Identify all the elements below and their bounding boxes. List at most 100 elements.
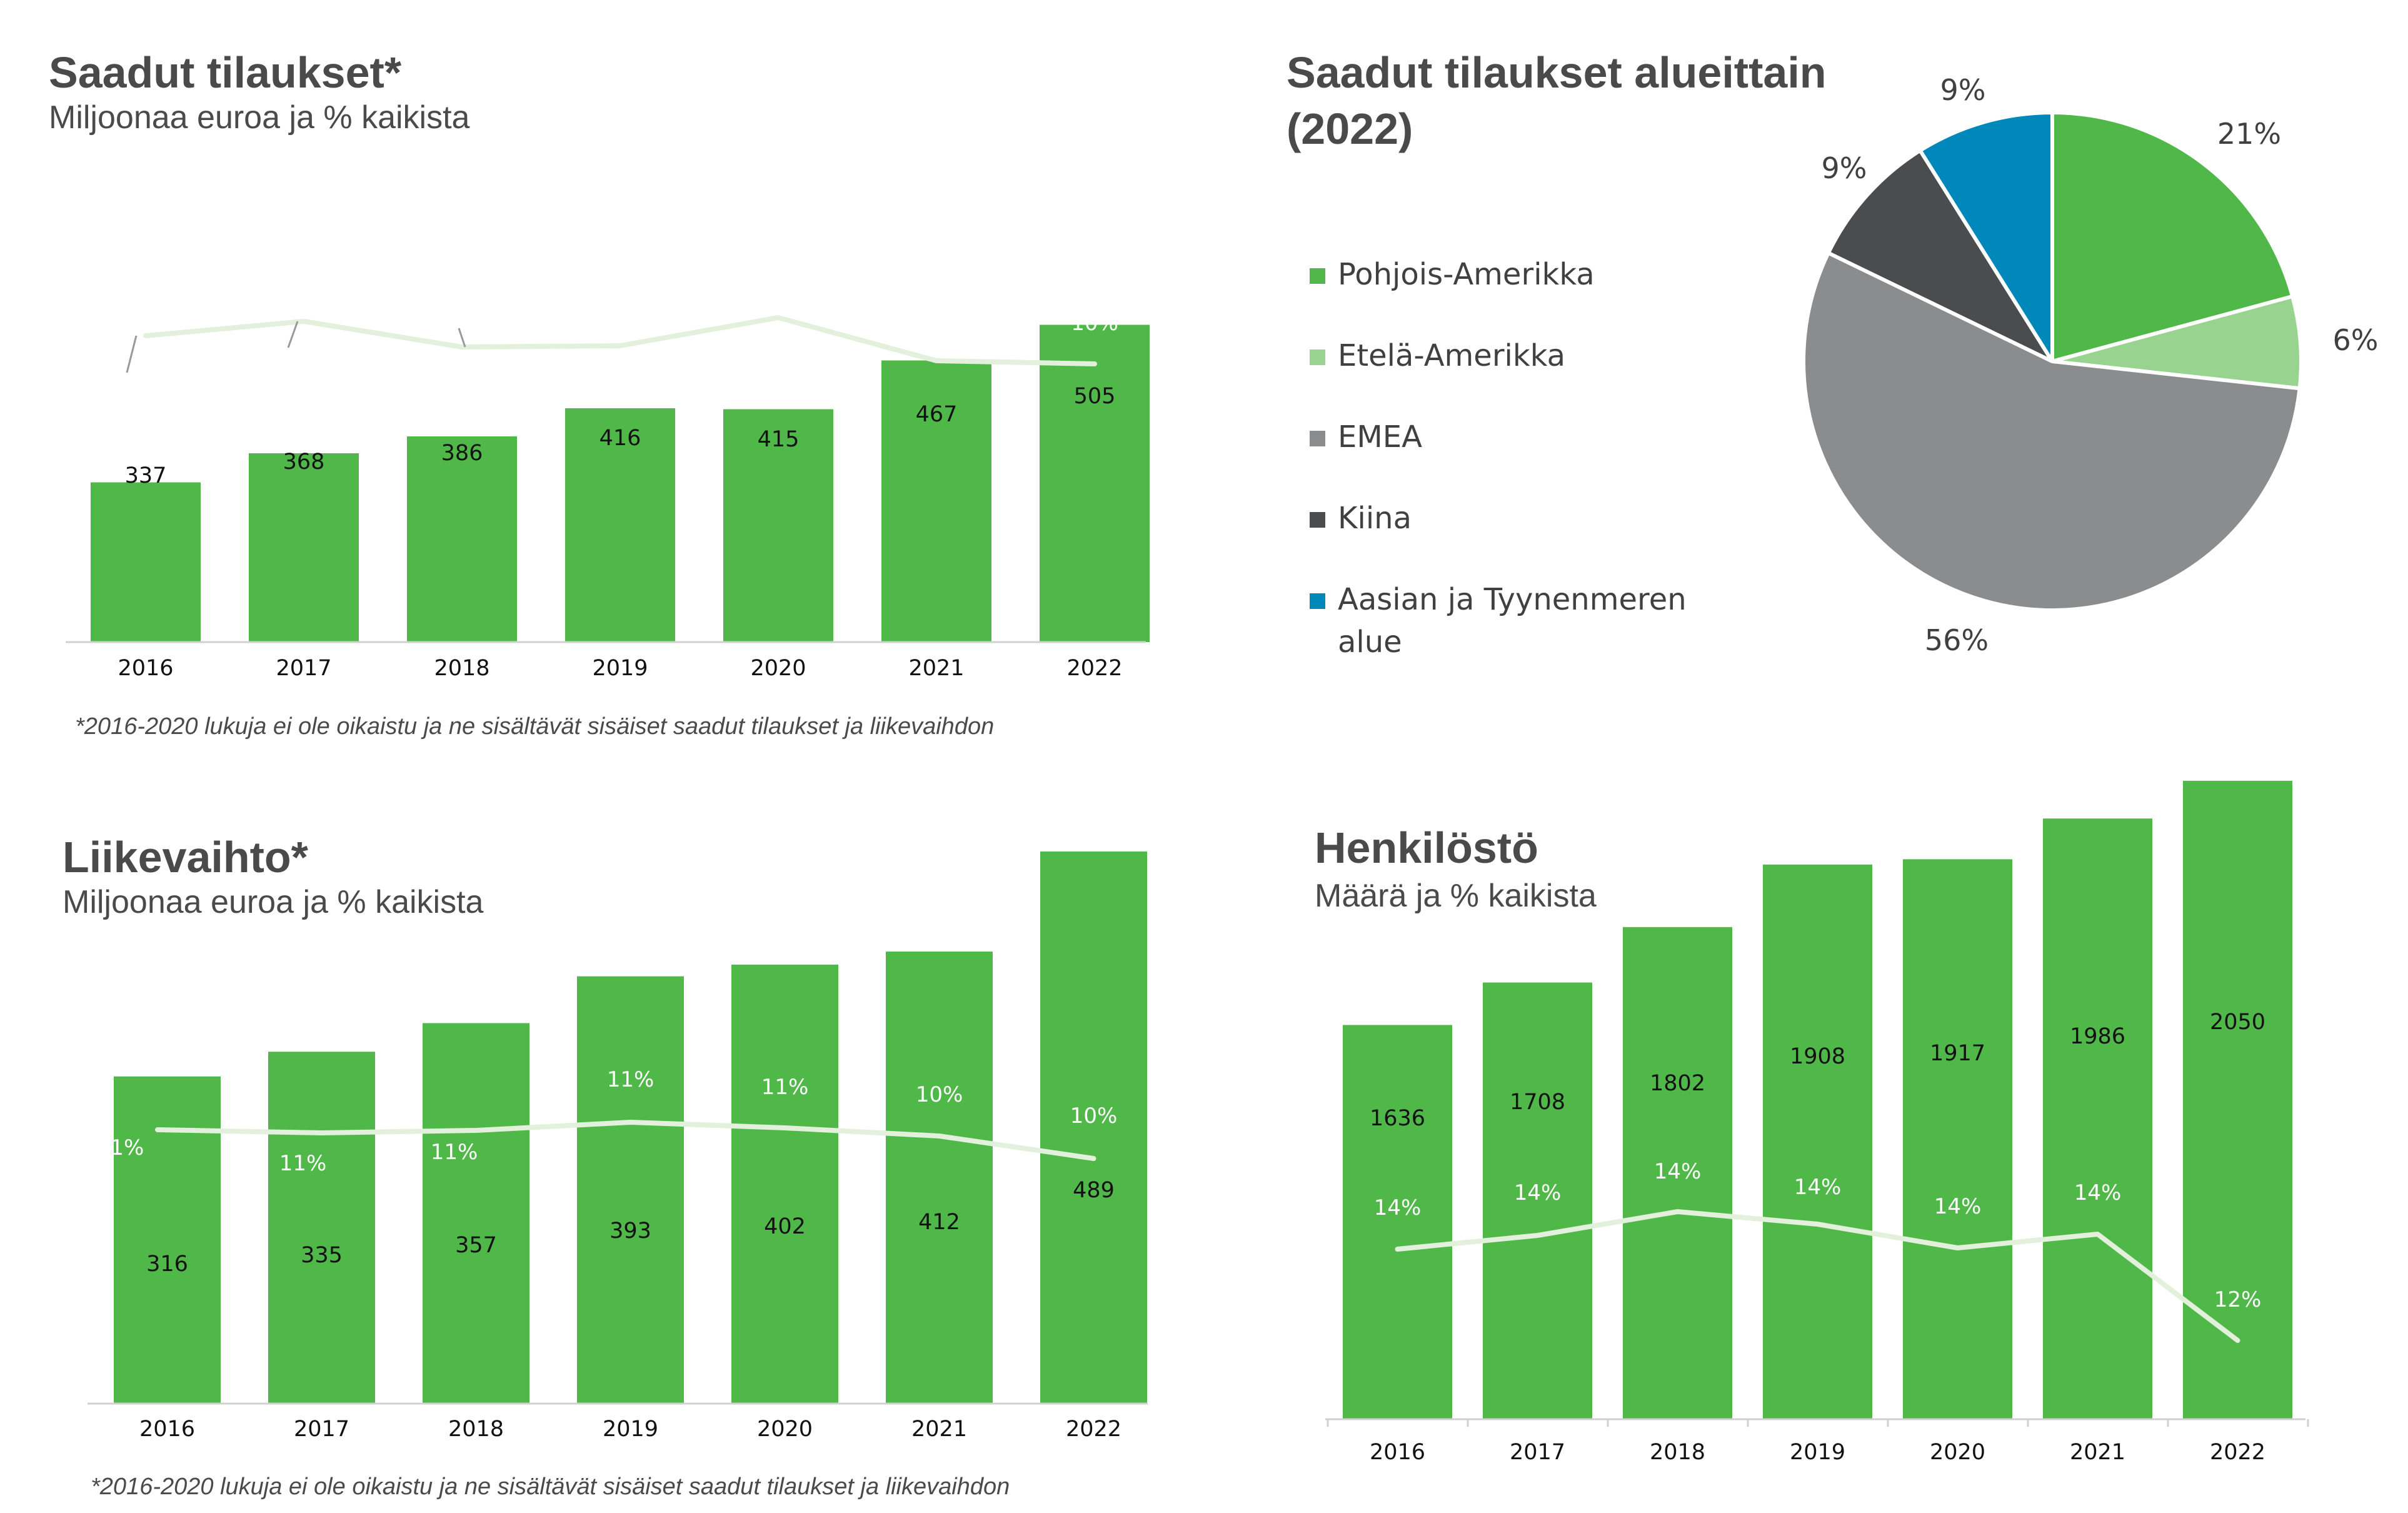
legend-swatch-emea [1310,431,1325,446]
orders-value-label: 386 [441,441,483,466]
legend-label-aasia-line2: alue [1338,625,1402,660]
personnel-tick-label: 2018 [1650,1440,1705,1465]
pie-label: 56% [1925,623,1989,657]
legend-swatch-aasia [1310,593,1325,609]
personnel-bar-2020 [1903,859,2012,1419]
revenue-chart: Liikevaihto* Miljoonaa euroa ja % kaikis… [63,833,1148,1500]
revenue-bar-2020 [731,964,838,1404]
revenue-plot: 11% 11% 11% 11% 11% 10% 10% 316 335 357 393 402 412 4… [88,851,1148,1442]
orders-percent-line [143,315,1097,366]
revenue-tick-label: 2018 [448,1417,504,1442]
revenue-percent-line [155,1120,1096,1161]
personnel-percent-label: 14% [1934,1194,1982,1219]
personnel-percent-line [1395,1209,2240,1343]
personnel-tick-label: 2019 [1790,1440,1845,1465]
personnel-chart-title: Henkilöstö [1315,823,1538,872]
personnel-tick-label: 2016 [1370,1440,1425,1465]
revenue-bar-2021 [886,952,993,1404]
orders-chart-subtitle: Miljoonaa euroa ja % kaikista [49,99,470,136]
orders-plot: 11% 11% 10% 10% 11% 10% 10% 337 368 386 416 415 467 5… [66,265,1150,681]
revenue-bar-2016 [114,1076,221,1404]
orders-percent-label: 10% [1071,311,1118,336]
revenue-percent-label: 10% [1070,1103,1118,1128]
personnel-plot: 14% 14% 14% 14% 14% 14% 12% 1636 1708 1802 1908 191… [1325,780,2309,1465]
legend-label-kiina: Kiina [1338,501,1412,536]
personnel-percent-label: 12% [2214,1287,2262,1312]
pie-slice-kiina [1826,148,2054,363]
pie-slice-emea [1802,251,2302,612]
orders-chart-title: Saadut tilaukset* [49,48,402,97]
revenue-value-label: 412 [918,1210,960,1235]
personnel-value-label: 1802 [1650,1071,1705,1096]
orders-callout-leader [458,328,466,348]
personnel-chart-subtitle: Määrä ja % kaikista [1315,878,1597,914]
pie-label: 21% [2217,117,2281,151]
orders-callout-leader [126,335,138,373]
legend-label-pohjois-amerikka: Pohjois-Amerikka [1338,257,1595,292]
orders-bar-2016 [91,482,201,642]
orders-value-label: 505 [1074,384,1116,409]
personnel-chart: Henkilöstö Määrä ja % kaikista 14% 14% 14%… [1315,780,2309,1465]
region-chart-title-line2: (2022) [1287,104,1413,153]
orders-bar-2019 [565,408,675,642]
revenue-percent-label: 11% [279,1151,327,1176]
personnel-bar-2018 [1623,927,1732,1419]
pie-label: 9% [1822,151,1867,185]
personnel-percent-label: 14% [1514,1180,1562,1205]
legend-label-etela-amerikka: Etelä-Amerikka [1338,338,1565,373]
legend-label-emea: EMEA [1338,420,1422,455]
personnel-value-label: 2050 [2210,1010,2265,1035]
personnel-bar-2017 [1483,982,1592,1419]
orders-tick-label: 2017 [276,656,331,681]
personnel-bar-2022 [2183,780,2292,1419]
revenue-bar-2018 [423,1023,529,1404]
personnel-percent-label: 14% [1794,1175,1842,1200]
pie-label: 6% [2333,323,2379,357]
revenue-chart-note: *2016-2020 lukuja ei ole oikaistu ja ne … [91,1474,1010,1500]
orders-value-label: 368 [283,450,325,475]
orders-tick-label: 2022 [1066,656,1122,681]
orders-value-label: 337 [125,463,167,488]
personnel-tick-label: 2020 [1930,1440,1985,1465]
personnel-bar-2016 [1343,1025,1452,1419]
orders-bar-2022 [1040,324,1150,642]
revenue-value-label: 489 [1073,1178,1115,1203]
revenue-tick-label: 2020 [757,1417,813,1442]
revenue-tick-label: 2021 [911,1417,967,1442]
orders-percent-label: 11% [268,345,315,370]
revenue-tick-label: 2016 [139,1417,195,1442]
legend-swatch-kiina [1310,512,1325,528]
orders-tick-label: 2019 [592,656,648,681]
orders-tick-label: 2020 [750,656,806,681]
revenue-percent-label: 11% [607,1067,655,1092]
revenue-value-label: 393 [610,1219,651,1244]
personnel-value-label: 1636 [1370,1106,1425,1131]
personnel-tick-label: 2022 [2210,1440,2265,1465]
revenue-tick-label: 2022 [1066,1417,1121,1442]
orders-percent-label: 10% [596,291,644,316]
personnel-bar-2021 [2043,818,2152,1419]
revenue-value-label: 402 [764,1214,806,1239]
orders-bar-2018 [407,436,517,642]
personnel-percent-label: 14% [1374,1195,1422,1220]
orders-percent-label: 10% [424,291,472,316]
revenue-tick-label: 2019 [603,1417,658,1442]
personnel-value-label: 1986 [2070,1024,2125,1049]
orders-chart: Saadut tilaukset* Miljoonaa euroa ja % k… [49,48,1150,740]
orders-percent-label: 11% [755,265,802,290]
orders-percent-label: 10% [913,308,960,333]
legend-swatch-pohjois-amerikka [1310,268,1325,284]
orders-tick-label: 2018 [434,656,489,681]
orders-percent-label: 11% [105,370,153,395]
orders-tick-label: 2016 [118,656,173,681]
personnel-bar-2019 [1763,864,1872,1419]
personnel-tick-label: 2021 [2070,1440,2125,1465]
pie-slice-pohjois-amerikka [2050,111,2295,363]
revenue-bar-2017 [268,1052,375,1404]
orders-bar-2017 [249,453,359,642]
pie-slice-aasian-ja-tyynenmeren-alue [1918,111,2054,363]
orders-value-label: 467 [916,402,958,427]
orders-value-label: 416 [599,426,641,451]
revenue-chart-title: Liikevaihto* [63,833,309,882]
